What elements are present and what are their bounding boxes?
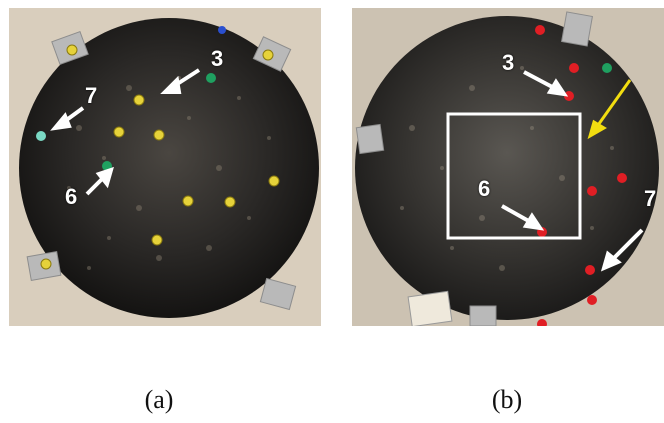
arrow-7-head [50,112,72,131]
yellow-arrow [587,79,632,140]
label-3: 3 [502,50,515,75]
surface-texture [400,66,614,271]
photo-panel-b: 3 6 7 [352,8,664,326]
photo-b-drawing [352,8,664,326]
green-marker [602,63,612,73]
arrow-7 [608,228,644,264]
tape-pieces [355,11,593,326]
arrow-6-head [522,212,545,231]
label-7: 7 [85,83,98,108]
green-marker-3 [206,73,216,83]
photo-a-drawing [9,8,321,326]
blue-marker [218,26,226,34]
label-7: 7 [644,186,657,211]
highlight-box [446,112,582,240]
circular-sample [19,18,319,318]
red-markers [535,25,627,326]
surface-texture [67,76,271,270]
yellow-markers [40,44,280,270]
label-3: 3 [211,46,224,71]
sample-tag [407,290,453,326]
arrow-3-head [546,78,569,97]
caption-b: (b) [491,385,523,414]
arrows [501,70,644,272]
label-6: 6 [478,176,491,201]
arrow-6-head [95,166,114,189]
teal-marker-7 [36,131,46,141]
tape-pieces [26,30,297,311]
label-6: 6 [65,184,78,209]
arrow-3-head [160,75,182,94]
circular-sample [355,16,659,320]
arrows [50,68,201,196]
arrow-7-head [600,250,622,272]
photo-panel-a: 3 7 6 [9,8,321,326]
caption-a: (a) [144,385,174,414]
